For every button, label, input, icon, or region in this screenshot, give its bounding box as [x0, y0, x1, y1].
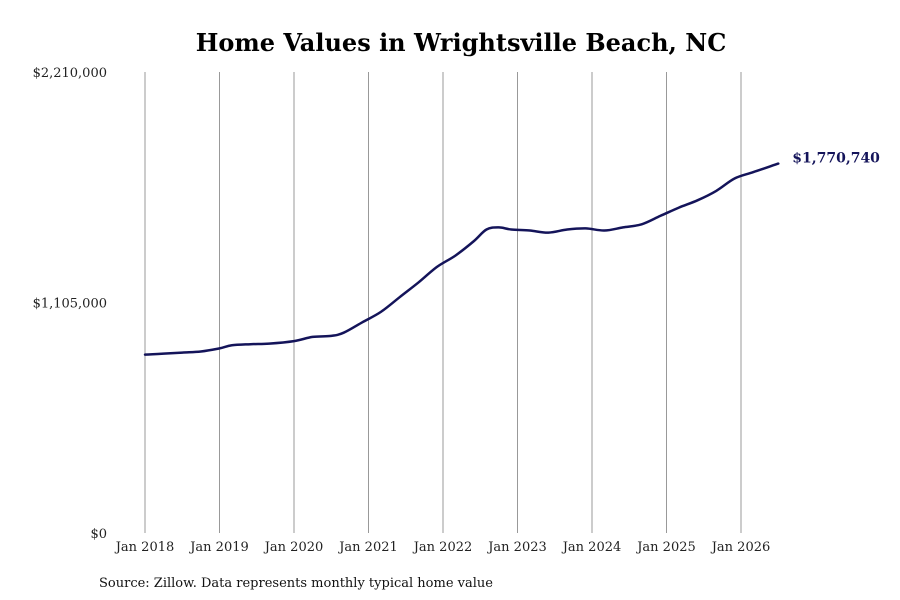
x-tick-label: Jan 2020	[263, 540, 324, 555]
gridlines	[144, 72, 742, 533]
y-tick-label: $1,105,000	[33, 297, 107, 312]
x-tick-label: Jan 2022	[412, 540, 473, 555]
x-tick-label: Jan 2021	[337, 540, 398, 555]
y-tick-label: $0	[90, 527, 107, 542]
y-axis-ticks: $0 $1,105,000 $2,210,000	[33, 66, 107, 542]
x-tick-label: Jan 2026	[710, 540, 771, 555]
y-tick-label: $2,210,000	[33, 66, 107, 81]
x-tick-label: Jan 2023	[486, 540, 547, 555]
x-axis-ticks: Jan 2018 Jan 2019 Jan 2020 Jan 2021 Jan 2022…	[114, 540, 771, 555]
source-note: Source: Zillow. Data represents monthly …	[99, 576, 493, 591]
x-tick-label: Jan 2024	[561, 540, 622, 555]
x-tick-label: Jan 2025	[635, 540, 696, 555]
x-tick-label: Jan 2018	[114, 540, 175, 555]
series-line	[143, 162, 780, 356]
chart-title: Home Values in Wrightsville Beach, NC	[196, 28, 727, 57]
x-tick-label: Jan 2019	[188, 540, 249, 555]
end-value-label: $1,770,740	[792, 151, 880, 167]
